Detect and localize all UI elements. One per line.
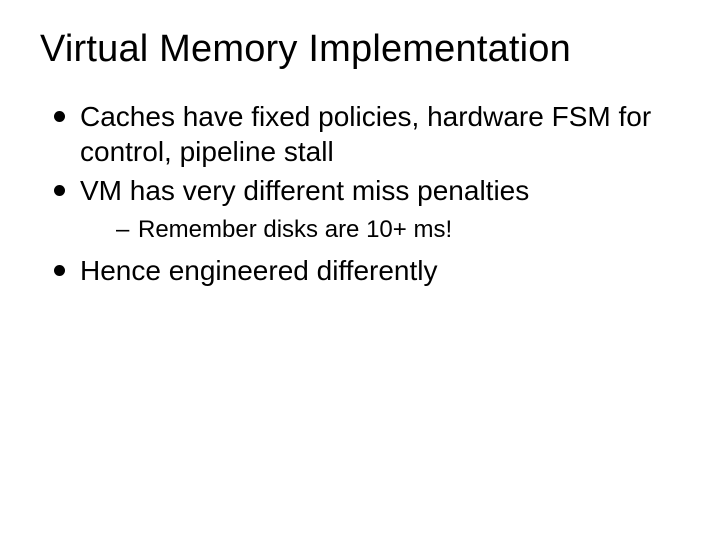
bullet-item: Hence engineered differently: [52, 253, 680, 288]
bullet-text: Hence engineered differently: [80, 255, 438, 286]
bullet-item: VM has very different miss penalties Rem…: [52, 173, 680, 245]
bullet-text: VM has very different miss penalties: [80, 175, 529, 206]
slide: Virtual Memory Implementation Caches hav…: [0, 0, 720, 540]
sub-bullet-text: Remember disks are 10+ ms!: [138, 216, 452, 243]
sub-bullet-list: Remember disks are 10+ ms!: [80, 214, 680, 245]
sub-bullet-item: Remember disks are 10+ ms!: [116, 214, 680, 245]
bullet-list: Caches have fixed policies, hardware FSM…: [40, 99, 680, 288]
bullet-text: Caches have fixed policies, hardware FSM…: [80, 101, 651, 167]
bullet-item: Caches have fixed policies, hardware FSM…: [52, 99, 680, 169]
slide-title: Virtual Memory Implementation: [40, 28, 680, 71]
